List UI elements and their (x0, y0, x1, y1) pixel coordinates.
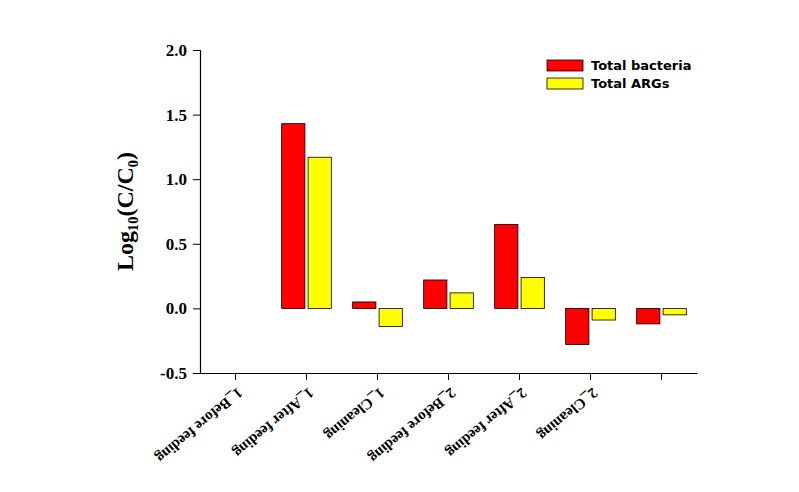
bars (282, 124, 687, 345)
x-tick-mark (235, 373, 236, 380)
legend: Total bacteria Total ARGs (547, 58, 692, 91)
y-tick-label: 1.5 (166, 106, 187, 125)
y-axis: -0.5 0.0 0.5 1.0 1.5 2.0 (160, 41, 200, 383)
x-tick-mark (661, 373, 662, 380)
y-tick-label: 2.0 (166, 41, 187, 60)
x-tick-label: 2_Before feeding (366, 385, 459, 467)
x-tick: 2_After feeding (443, 373, 530, 461)
bar (592, 308, 615, 320)
y-axis-title: Log₁₀(C/C₀) (112, 152, 138, 271)
x-tick: 1_Cleaning (322, 373, 388, 444)
x-tick: 1_After feeding (230, 373, 317, 461)
bar (282, 124, 305, 309)
x-tick-label: 1_Before feeding (153, 385, 246, 467)
y-tick-label: 1.0 (166, 170, 187, 189)
x-tick-label: 1_After feeding (230, 385, 317, 461)
y-tick: 1.0 (166, 170, 200, 189)
legend-entry: Total bacteria (547, 58, 692, 73)
y-tick: 2.0 (166, 41, 200, 60)
x-tick-label: 2_Cleaning (535, 385, 601, 444)
y-axis-line (193, 51, 201, 374)
y-tick-label: -0.5 (160, 364, 187, 383)
bar (353, 302, 376, 308)
bar-series (308, 157, 686, 326)
legend-swatch (547, 78, 583, 89)
x-tick (661, 373, 662, 380)
bar (521, 277, 544, 308)
legend-label: Total bacteria (591, 58, 692, 73)
x-tick-mark (306, 373, 307, 380)
x-tick: 2_Cleaning (535, 373, 601, 444)
legend-label: Total ARGs (591, 76, 670, 91)
bar (308, 157, 331, 308)
y-tick-mark (193, 244, 200, 245)
y-tick-mark (193, 115, 200, 116)
x-tick: 1_Before feeding (153, 373, 246, 466)
y-tick: 0.0 (166, 299, 200, 318)
y-tick-mark (193, 373, 200, 374)
y-tick: -0.5 (160, 364, 200, 383)
legend-entry: Total ARGs (547, 76, 670, 91)
bar-series (282, 124, 660, 345)
bar (663, 308, 686, 314)
x-tick-label: 1_Cleaning (322, 385, 388, 444)
y-tick: 0.5 (166, 235, 200, 254)
bar (495, 224, 518, 308)
x-tick-mark (590, 373, 591, 380)
x-tick-mark (448, 373, 449, 380)
x-axis: 1_Before feeding1_After feeding1_Cleanin… (153, 373, 698, 466)
plot: -0.5 0.0 0.5 1.0 1.5 2.0 1_Before feeding1_Aft… (153, 41, 698, 467)
x-tick-label: 2_After feeding (443, 385, 530, 461)
bar (424, 280, 447, 308)
y-tick-label: 0.5 (166, 235, 187, 254)
legend-swatch (547, 60, 583, 71)
y-tick-mark (193, 308, 200, 309)
y-tick-mark (193, 50, 200, 51)
bar (566, 308, 589, 344)
y-tick: 1.5 (166, 106, 200, 125)
chart: -0.5 0.0 0.5 1.0 1.5 2.0 1_Before feeding1_Aft… (0, 0, 799, 492)
bar (450, 293, 473, 309)
bar (637, 308, 660, 324)
y-tick-label: 0.0 (166, 299, 187, 318)
x-tick-mark (519, 373, 520, 380)
x-tick-mark (377, 373, 378, 380)
x-tick: 2_Before feeding (366, 373, 459, 466)
y-tick-mark (193, 179, 200, 180)
bar (379, 308, 402, 326)
